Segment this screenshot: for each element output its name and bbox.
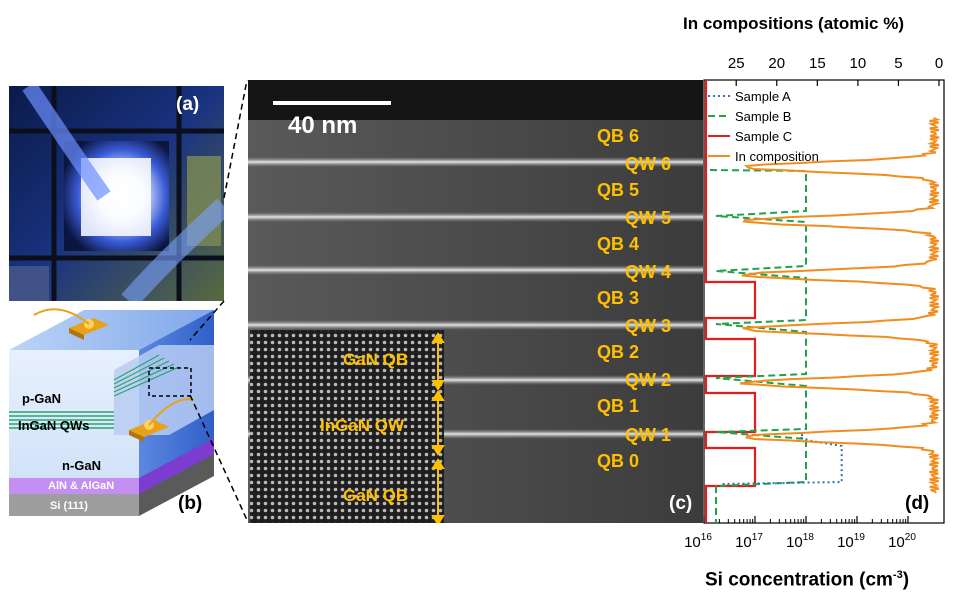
bottom-tick-label: 1016 bbox=[684, 532, 712, 551]
p-gan-label: p-GaN bbox=[22, 391, 61, 406]
top-tick-label: 5 bbox=[894, 55, 902, 72]
top-tick-label: 15 bbox=[809, 55, 826, 72]
qb-3-label: QB 3 bbox=[597, 288, 640, 308]
bottom-axis-ticks: 1016 1017 1018 1019 1020 bbox=[684, 516, 916, 551]
bottom-tick-label: 1019 bbox=[837, 532, 865, 551]
qw-4-label: QW 4 bbox=[625, 262, 672, 282]
curve-in-composition bbox=[739, 117, 942, 494]
curve-sample-c bbox=[704, 80, 757, 523]
sims-chart: 25 20 15 10 5 0 1016 1017 1018 1019 1020 Sample A… bbox=[684, 55, 945, 551]
device-schematic bbox=[9, 308, 214, 516]
top-tick-label: 25 bbox=[728, 55, 745, 72]
top-axis-ticks: 25 20 15 10 5 0 bbox=[728, 55, 943, 86]
inset-ingan-qw: InGaN QW bbox=[320, 416, 405, 435]
qb-0-label: QB 0 bbox=[597, 451, 640, 471]
top-axis-title: In compositions (atomic %) bbox=[683, 14, 905, 33]
qb-1-label: QB 1 bbox=[597, 396, 640, 416]
qw-1-label: QW 1 bbox=[625, 425, 672, 445]
qb-5-label: QB 5 bbox=[597, 180, 640, 200]
led-emission-photo bbox=[9, 86, 224, 301]
inset-gan-qb-bottom: GaN QB bbox=[343, 486, 409, 505]
bottom-tick-label: 1018 bbox=[786, 532, 814, 551]
inset-gan-qb-top: GaN QB bbox=[343, 350, 409, 369]
ingan-qws-label: InGaN QWs bbox=[18, 418, 90, 433]
legend-sample-a: Sample A bbox=[735, 89, 791, 104]
si-label: Si (111) bbox=[50, 500, 88, 512]
profile-curves bbox=[704, 80, 942, 523]
top-tick-label: 0 bbox=[935, 55, 943, 72]
legend: Sample A Sample B Sample C In compositio… bbox=[708, 89, 819, 164]
bottom-axis-title-main: Si concentration (cm bbox=[705, 569, 893, 591]
bottom-axis-title-close: ) bbox=[902, 569, 910, 591]
legend-sample-c: Sample C bbox=[735, 129, 792, 144]
plot-frame bbox=[703, 79, 945, 524]
panel-c-label: (c) bbox=[669, 493, 693, 514]
qw-3-label: QW 3 bbox=[625, 316, 672, 336]
qb-6-label: QB 6 bbox=[597, 126, 640, 146]
bottom-axis-title-exp: -3 bbox=[892, 569, 903, 581]
tem-image bbox=[248, 80, 703, 523]
legend-sample-b: Sample B bbox=[735, 109, 791, 124]
bottom-axis-title: Si concentration (cm-3) bbox=[705, 569, 909, 591]
qb-4-label: QB 4 bbox=[597, 234, 640, 254]
top-tick-label: 20 bbox=[768, 55, 785, 72]
qw-6-label: QW 6 bbox=[625, 154, 672, 174]
bottom-tick-label: 1017 bbox=[735, 532, 763, 551]
qw-5-label: QW 5 bbox=[625, 208, 672, 228]
qb-2-label: QB 2 bbox=[597, 342, 640, 362]
n-gan-label: n-GaN bbox=[62, 458, 101, 473]
curve-sample-b bbox=[709, 169, 807, 523]
qw-2-label: QW 2 bbox=[625, 370, 672, 390]
panel-b-label: (b) bbox=[178, 493, 203, 514]
aln-algan-label: AlN & AlGaN bbox=[48, 480, 115, 492]
legend-in-composition: In composition bbox=[735, 149, 819, 164]
panel-a-label: (a) bbox=[176, 94, 200, 115]
scale-bar-label: 40 nm bbox=[288, 112, 358, 139]
top-tick-label: 10 bbox=[850, 55, 867, 72]
bottom-tick-label: 1020 bbox=[888, 532, 916, 551]
panel-d-label: (d) bbox=[905, 493, 930, 514]
